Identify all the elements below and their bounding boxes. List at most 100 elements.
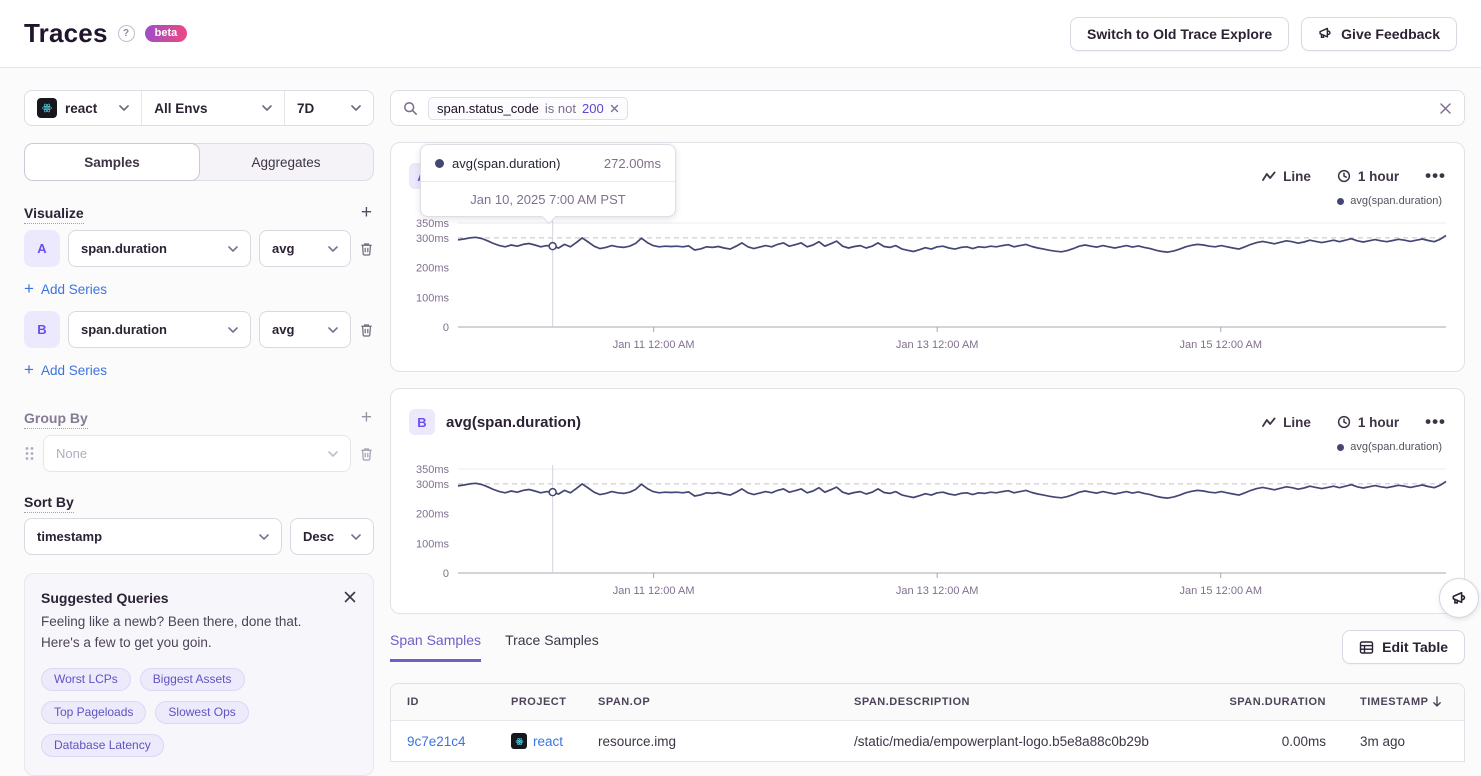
suggested-queries-title: Suggested Queries <box>41 590 169 606</box>
span-id-link[interactable]: 9c7e21c4 <box>407 734 466 749</box>
help-icon[interactable]: ? <box>118 25 135 42</box>
svg-text:200ms: 200ms <box>416 509 450 521</box>
series-a-aggregate-select[interactable]: avg <box>259 230 351 267</box>
svg-text:300ms: 300ms <box>416 233 450 245</box>
clock-icon <box>1337 415 1351 429</box>
series-badge-a: A <box>24 230 60 267</box>
chart-interval-menu[interactable]: 1 hour <box>1337 169 1399 184</box>
svg-text:200ms: 200ms <box>416 263 450 275</box>
samples-tabs-row: Span Samples Trace Samples Edit Table <box>390 630 1465 664</box>
series-a-field-select[interactable]: span.duration <box>68 230 251 267</box>
svg-text:0: 0 <box>443 322 449 334</box>
chart-b-title: avg(span.duration) <box>446 414 581 431</box>
give-feedback-button[interactable]: Give Feedback <box>1301 17 1457 51</box>
suggested-query-chips: Worst LCPs Biggest Assets Top Pageloads … <box>41 668 357 757</box>
chart-b-plot[interactable]: 0100ms200ms300ms350msJan 11 12:00 AMJan … <box>409 459 1448 599</box>
sort-desc-arrow-icon <box>1432 696 1442 708</box>
chip-slowest-ops[interactable]: Slowest Ops <box>155 701 248 724</box>
chevron-down-icon <box>262 105 272 111</box>
sort-direction-select[interactable]: Desc <box>290 518 374 555</box>
add-visualize-button[interactable]: + <box>359 203 374 222</box>
react-project-icon <box>37 98 57 118</box>
column-header-span-duration[interactable]: SPAN.DURATION <box>1196 696 1326 708</box>
span-duration-cell: 0.00ms <box>1196 734 1326 749</box>
page-filter-bar: react All Envs 7D <box>24 90 374 126</box>
chart-b-legend[interactable]: avg(span.duration) <box>409 439 1446 455</box>
remove-token-icon[interactable] <box>610 104 619 113</box>
search-icon <box>403 101 418 116</box>
column-header-span-description[interactable]: SPAN.DESCRIPTION <box>854 696 1196 708</box>
table-icon <box>1359 640 1374 655</box>
floating-feedback-button[interactable] <box>1439 578 1479 618</box>
chart-interval-menu[interactable]: 1 hour <box>1337 415 1399 430</box>
column-header-timestamp[interactable]: TIMESTAMP <box>1326 696 1448 708</box>
close-icon[interactable] <box>343 590 357 604</box>
tab-trace-samples[interactable]: Trace Samples <box>505 632 599 662</box>
line-chart-icon <box>1262 416 1276 428</box>
table-row: 9c7e21c4 react resource.img /static/medi… <box>391 721 1464 761</box>
table-header-row: ID PROJECT SPAN.OP SPAN.DESCRIPTION SPAN… <box>391 684 1464 721</box>
chip-worst-lcps[interactable]: Worst LCPs <box>41 668 131 691</box>
line-chart-icon <box>1262 170 1276 182</box>
tab-span-samples[interactable]: Span Samples <box>390 632 481 662</box>
chart-more-menu-icon[interactable]: ••• <box>1425 166 1446 186</box>
switch-old-explore-button[interactable]: Switch to Old Trace Explore <box>1070 17 1289 51</box>
project-selector[interactable]: react <box>25 91 141 125</box>
page-title: Traces <box>24 18 108 49</box>
chevron-down-icon <box>259 534 269 540</box>
svg-text:0: 0 <box>443 568 449 580</box>
date-range-selector[interactable]: 7D <box>285 91 373 125</box>
chevron-down-icon <box>328 327 338 333</box>
chip-top-pageloads[interactable]: Top Pageloads <box>41 701 146 724</box>
svg-text:300ms: 300ms <box>416 479 450 491</box>
group-by-select[interactable]: None <box>43 435 351 472</box>
span-op-cell: resource.img <box>598 734 854 749</box>
tab-samples[interactable]: Samples <box>24 143 200 181</box>
tooltip-series-label: avg(span.duration) <box>452 156 560 171</box>
suggested-queries-panel: Suggested Queries Feeling like a newb? B… <box>24 573 374 776</box>
sort-by-heading: Sort By <box>24 494 74 510</box>
visualize-heading: Visualize <box>24 205 84 221</box>
drag-handle-icon[interactable] <box>24 446 35 461</box>
column-header-project[interactable]: PROJECT <box>511 696 598 708</box>
megaphone-icon <box>1451 590 1468 607</box>
add-group-by-button[interactable]: + <box>359 408 374 427</box>
suggested-queries-description: Feeling like a newb? Been there, done th… <box>41 612 341 654</box>
svg-text:Jan 15 12:00 AM: Jan 15 12:00 AM <box>1179 585 1262 597</box>
series-row-b: B span.duration avg <box>24 311 374 348</box>
sort-field-select[interactable]: timestamp <box>24 518 282 555</box>
mode-tabs: Samples Aggregates <box>24 143 374 181</box>
svg-text:Jan 13 12:00 AM: Jan 13 12:00 AM <box>896 339 979 351</box>
delete-series-b-icon[interactable] <box>359 322 374 338</box>
edit-table-button[interactable]: Edit Table <box>1342 630 1465 664</box>
series-b-aggregate-select[interactable]: avg <box>259 311 351 348</box>
legend-dot <box>1337 444 1344 451</box>
column-header-id[interactable]: ID <box>407 696 511 708</box>
environment-selector[interactable]: All Envs <box>142 91 284 125</box>
add-series-link[interactable]: + Add Series <box>24 279 107 299</box>
search-bar[interactable]: span.status_code is not 200 <box>390 90 1465 126</box>
series-b-field-select[interactable]: span.duration <box>68 311 251 348</box>
project-link[interactable]: react <box>533 734 563 749</box>
clear-search-icon[interactable] <box>1439 102 1452 115</box>
svg-text:350ms: 350ms <box>416 218 450 230</box>
plus-icon: + <box>24 279 34 299</box>
chart-type-menu[interactable]: Line <box>1262 415 1311 430</box>
column-header-span-op[interactable]: SPAN.OP <box>598 696 854 708</box>
chart-type-menu[interactable]: Line <box>1262 169 1311 184</box>
span-description-cell: /static/media/empowerplant-logo.b5e8a88c… <box>854 734 1196 749</box>
chip-database-latency[interactable]: Database Latency <box>41 734 164 757</box>
span-samples-table: ID PROJECT SPAN.OP SPAN.DESCRIPTION SPAN… <box>390 683 1465 762</box>
add-series-link[interactable]: + Add Series <box>24 360 107 380</box>
chart-more-menu-icon[interactable]: ••• <box>1425 412 1446 432</box>
clock-icon <box>1337 169 1351 183</box>
chart-a-plot[interactable]: 0100ms200ms300ms350msJan 11 12:00 AMJan … <box>409 213 1448 353</box>
search-filter-token[interactable]: span.status_code is not 200 <box>428 97 628 120</box>
chevron-down-icon <box>351 105 361 111</box>
delete-series-a-icon[interactable] <box>359 241 374 257</box>
delete-group-by-icon[interactable] <box>359 446 374 462</box>
chip-biggest-assets[interactable]: Biggest Assets <box>140 668 245 691</box>
chevron-down-icon <box>351 534 361 540</box>
group-by-heading: Group By <box>24 410 88 426</box>
tab-aggregates[interactable]: Aggregates <box>199 144 373 180</box>
